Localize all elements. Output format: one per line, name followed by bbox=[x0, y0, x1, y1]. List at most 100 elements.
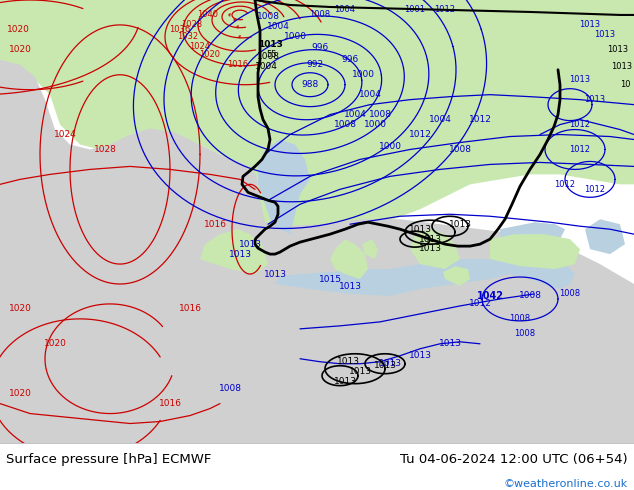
Text: 1000: 1000 bbox=[351, 70, 375, 79]
Text: 1012: 1012 bbox=[585, 185, 605, 194]
Polygon shape bbox=[362, 239, 378, 259]
Text: 1008: 1008 bbox=[368, 110, 392, 119]
Text: 1013: 1013 bbox=[373, 361, 396, 370]
Text: 992: 992 bbox=[306, 60, 323, 69]
Text: 1028: 1028 bbox=[181, 21, 202, 29]
Text: 1008: 1008 bbox=[559, 290, 581, 298]
Polygon shape bbox=[443, 266, 470, 286]
Text: 1008: 1008 bbox=[309, 10, 330, 20]
Text: 1028: 1028 bbox=[94, 145, 117, 154]
Text: 1004: 1004 bbox=[266, 23, 290, 31]
Polygon shape bbox=[258, 140, 310, 234]
Text: 1008: 1008 bbox=[219, 384, 242, 393]
Polygon shape bbox=[0, 0, 80, 55]
Text: 1013: 1013 bbox=[448, 220, 472, 229]
Polygon shape bbox=[300, 0, 340, 45]
Text: 1004: 1004 bbox=[335, 5, 356, 15]
Text: 10: 10 bbox=[620, 80, 630, 89]
Text: 1008: 1008 bbox=[510, 315, 531, 323]
Text: 1008: 1008 bbox=[514, 329, 536, 338]
Polygon shape bbox=[280, 25, 320, 65]
Text: 1024: 1024 bbox=[190, 42, 210, 51]
Polygon shape bbox=[500, 222, 565, 244]
Text: 1020: 1020 bbox=[44, 339, 67, 348]
Text: 1013: 1013 bbox=[418, 244, 441, 253]
Text: 1032: 1032 bbox=[178, 32, 198, 41]
Text: 1020: 1020 bbox=[9, 389, 32, 398]
Text: 1013: 1013 bbox=[439, 339, 462, 348]
Polygon shape bbox=[0, 60, 634, 443]
Text: 1008: 1008 bbox=[257, 12, 280, 22]
Text: 1016: 1016 bbox=[179, 304, 202, 314]
Text: 1012: 1012 bbox=[408, 130, 432, 139]
Text: 1013: 1013 bbox=[257, 40, 282, 49]
Text: 1008: 1008 bbox=[257, 52, 280, 61]
Text: 1016: 1016 bbox=[158, 399, 181, 408]
Text: 1013: 1013 bbox=[611, 62, 633, 71]
Text: 1008: 1008 bbox=[333, 120, 356, 129]
Text: 1013: 1013 bbox=[579, 21, 600, 29]
Polygon shape bbox=[275, 259, 575, 296]
Polygon shape bbox=[252, 145, 275, 224]
Text: 1013: 1013 bbox=[408, 225, 432, 234]
Text: 1008: 1008 bbox=[448, 145, 472, 154]
Text: 996: 996 bbox=[341, 55, 359, 64]
Text: 1013: 1013 bbox=[585, 95, 605, 104]
Text: 1004: 1004 bbox=[359, 90, 382, 99]
Text: 996: 996 bbox=[311, 43, 328, 52]
Text: 1012: 1012 bbox=[555, 180, 576, 189]
Polygon shape bbox=[585, 219, 625, 254]
Polygon shape bbox=[115, 0, 160, 30]
Text: Surface pressure [hPa] ECMWF: Surface pressure [hPa] ECMWF bbox=[6, 453, 212, 466]
Text: 55: 55 bbox=[267, 50, 277, 59]
Polygon shape bbox=[200, 229, 268, 274]
Text: 1013: 1013 bbox=[569, 75, 590, 84]
Text: 1013: 1013 bbox=[337, 357, 359, 366]
Text: 1013: 1013 bbox=[228, 249, 252, 259]
Text: 1016: 1016 bbox=[204, 220, 226, 229]
Text: 1012: 1012 bbox=[434, 5, 455, 15]
Text: 1001: 1001 bbox=[404, 5, 425, 15]
Text: 1016: 1016 bbox=[228, 60, 249, 69]
Text: 1036: 1036 bbox=[169, 25, 191, 34]
Text: 1012: 1012 bbox=[569, 120, 590, 129]
Polygon shape bbox=[330, 15, 370, 55]
Text: 1013: 1013 bbox=[349, 367, 372, 376]
Text: 988: 988 bbox=[301, 80, 319, 89]
Text: 1042: 1042 bbox=[477, 291, 503, 301]
Text: 1040: 1040 bbox=[198, 10, 219, 20]
Text: Tu 04-06-2024 12:00 UTC (06+54): Tu 04-06-2024 12:00 UTC (06+54) bbox=[400, 453, 628, 466]
Polygon shape bbox=[245, 234, 268, 279]
Polygon shape bbox=[330, 239, 368, 279]
Text: 1012: 1012 bbox=[469, 299, 491, 308]
Polygon shape bbox=[410, 229, 460, 269]
Text: 1000: 1000 bbox=[283, 32, 306, 41]
Text: 1020: 1020 bbox=[200, 50, 221, 59]
Text: 1012: 1012 bbox=[569, 145, 590, 154]
Text: 1004: 1004 bbox=[255, 62, 278, 71]
Text: 1020: 1020 bbox=[9, 46, 32, 54]
Text: 1000: 1000 bbox=[378, 142, 401, 151]
Text: 1020: 1020 bbox=[6, 25, 29, 34]
Text: 1013: 1013 bbox=[264, 270, 287, 278]
Text: 1013: 1013 bbox=[339, 281, 361, 291]
Text: 1013: 1013 bbox=[408, 351, 432, 360]
Text: 1013: 1013 bbox=[333, 377, 356, 386]
Polygon shape bbox=[490, 234, 580, 269]
Text: 1020: 1020 bbox=[9, 304, 32, 314]
Text: 1012: 1012 bbox=[469, 115, 491, 124]
Text: 1004: 1004 bbox=[429, 115, 451, 124]
Text: ©weatheronline.co.uk: ©weatheronline.co.uk bbox=[503, 479, 628, 490]
Text: 1013: 1013 bbox=[418, 235, 441, 244]
Polygon shape bbox=[0, 0, 634, 234]
Text: 1013: 1013 bbox=[378, 359, 401, 368]
Polygon shape bbox=[260, 0, 310, 55]
Text: 1004: 1004 bbox=[344, 110, 366, 119]
Text: 1000: 1000 bbox=[363, 120, 387, 129]
Text: 1008: 1008 bbox=[519, 292, 541, 300]
Polygon shape bbox=[288, 85, 315, 115]
Text: 1013: 1013 bbox=[238, 240, 261, 248]
Text: 1024: 1024 bbox=[54, 130, 76, 139]
Text: 1013: 1013 bbox=[607, 46, 628, 54]
Text: 1013: 1013 bbox=[595, 30, 616, 39]
